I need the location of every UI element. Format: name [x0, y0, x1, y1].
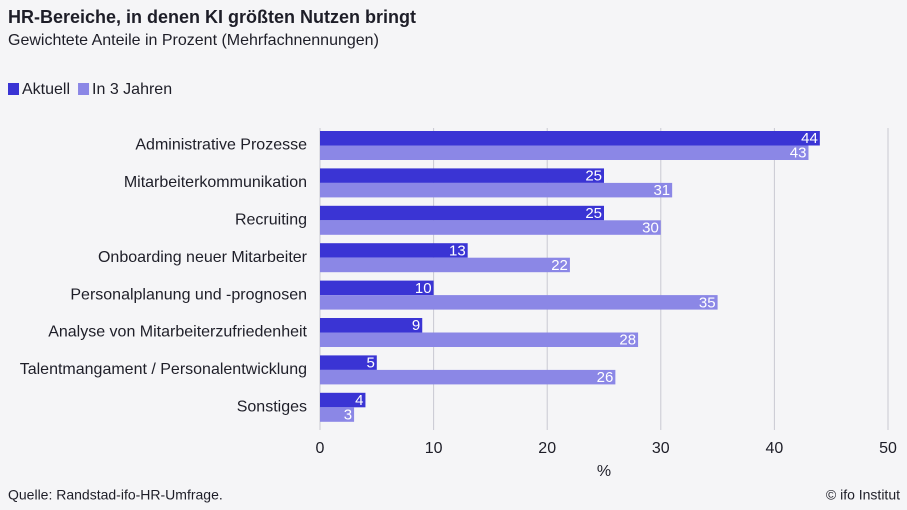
value-label: 10	[415, 280, 432, 297]
value-label: 13	[449, 242, 466, 259]
bar	[320, 295, 718, 310]
credit: © ifo Institut	[826, 487, 900, 503]
bar	[320, 392, 366, 408]
y-tick-label: Recruiting	[235, 212, 307, 229]
value-label: 31	[653, 182, 670, 199]
x-tick-label: 0	[316, 440, 325, 457]
value-label: 3	[344, 407, 352, 424]
y-tick-label: Personalplanung und -prognosen	[70, 286, 307, 303]
value-label: 28	[619, 332, 636, 349]
x-tick-label: 10	[425, 440, 443, 457]
value-label: 30	[642, 220, 659, 237]
value-label: 35	[699, 294, 716, 311]
value-label: 25	[585, 168, 602, 185]
bar	[320, 220, 661, 235]
bar	[320, 332, 639, 347]
y-tick-label: Onboarding neuer Mitarbeiter	[98, 249, 308, 266]
bar	[320, 369, 616, 385]
chart-title: HR-Bereiche, in denen KI größten Nutzen …	[8, 7, 416, 27]
y-tick-label: Mitarbeiterkommunikation	[124, 174, 307, 191]
bar	[320, 318, 423, 333]
bar	[320, 168, 604, 183]
bar	[320, 243, 468, 258]
x-tick-label: 20	[538, 440, 556, 457]
legend-swatch	[8, 83, 19, 95]
bar	[320, 145, 809, 160]
value-label: 5	[366, 355, 374, 372]
legend-swatch	[78, 83, 90, 95]
value-label: 44	[801, 130, 818, 147]
y-tick-label: Analyse von Mitarbeiterzufriedenheit	[48, 324, 307, 341]
x-tick-label: 30	[652, 440, 670, 457]
value-label: 25	[585, 205, 602, 222]
bar	[320, 355, 377, 370]
bar	[320, 257, 570, 273]
value-label: 4	[355, 392, 363, 409]
y-tick-label: Administrative Prozesse	[135, 137, 307, 154]
legend-label: Aktuell	[22, 81, 70, 98]
bar	[320, 131, 820, 146]
y-tick-label: Sonstiges	[237, 399, 307, 416]
bar	[320, 280, 434, 296]
y-tick-label: Talentmangament / Personalentwicklung	[20, 361, 307, 378]
value-label: 43	[790, 145, 807, 162]
x-tick-label: 50	[879, 440, 897, 457]
value-label: 22	[551, 257, 568, 274]
bar	[320, 205, 604, 221]
value-label: 26	[597, 369, 614, 386]
chart-subtitle: Gewichtete Anteile in Prozent (Mehrfachn…	[8, 32, 379, 49]
x-axis-label: %	[597, 463, 611, 480]
value-label: 9	[412, 317, 420, 334]
bar	[320, 182, 673, 198]
x-tick-label: 40	[766, 440, 784, 457]
source: Quelle: Randstad-ifo-HR-Umfrage.	[8, 487, 223, 503]
bar	[320, 407, 355, 422]
legend-label: In 3 Jahren	[92, 81, 172, 98]
